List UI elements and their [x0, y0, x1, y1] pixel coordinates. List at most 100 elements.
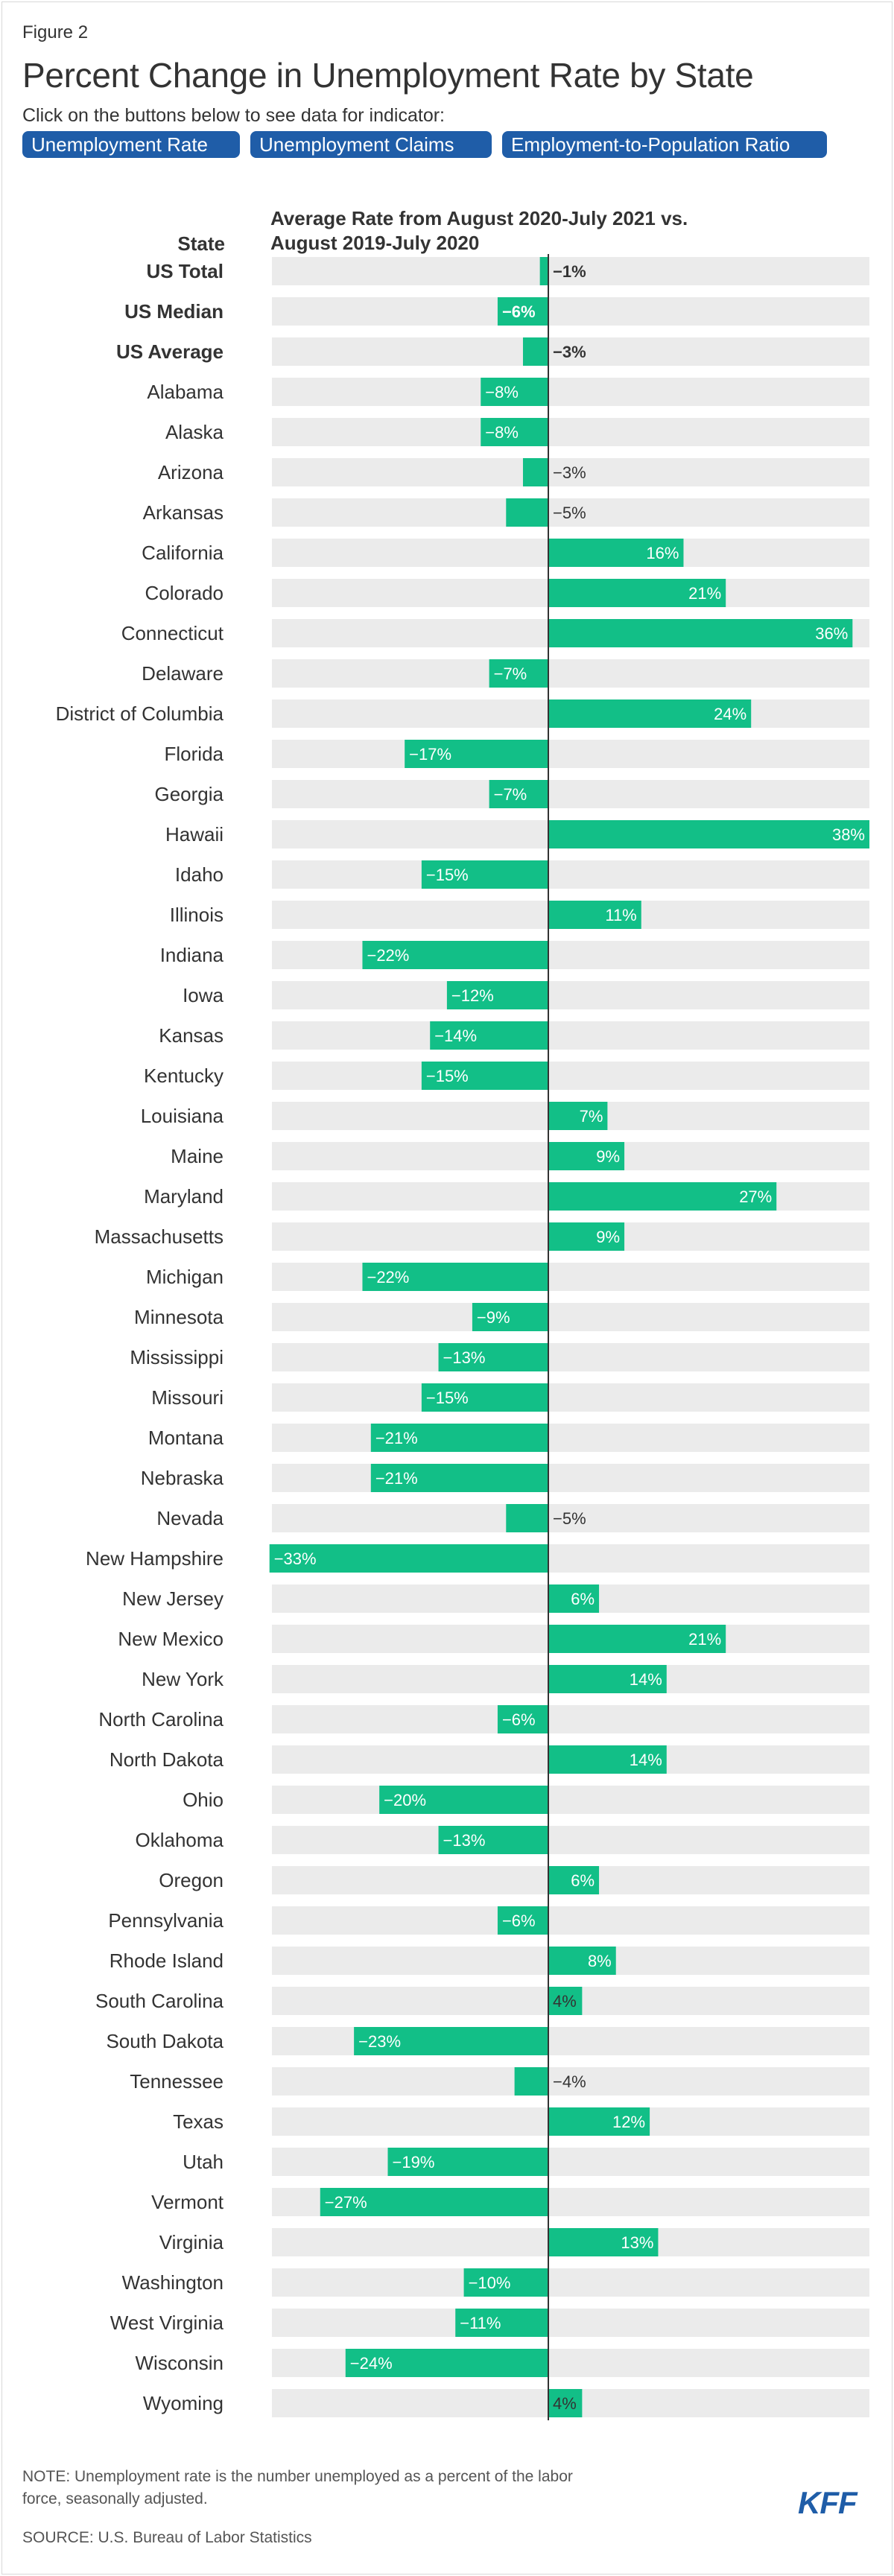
bar	[446, 981, 548, 1009]
bar	[548, 1142, 625, 1170]
bar	[472, 1303, 548, 1331]
employment-population-ratio-button[interactable]: Employment-to-Population Ratio	[502, 131, 827, 158]
instruction-text: Click on the buttons below to see data f…	[22, 105, 445, 126]
bar	[354, 2027, 548, 2055]
unemployment-claims-button[interactable]: Unemployment Claims	[250, 131, 492, 158]
value-label: −12%	[451, 986, 494, 1005]
bar	[387, 2148, 548, 2176]
bar	[548, 1102, 608, 1130]
bar-track	[272, 1343, 869, 1371]
value-label: 4%	[553, 1992, 577, 2011]
value-label: 38%	[832, 825, 865, 844]
value-label: −33%	[274, 1549, 317, 1568]
bar	[548, 1866, 600, 1894]
bar	[548, 1182, 777, 1211]
state-label: Ohio	[183, 1789, 224, 1811]
state-label: North Dakota	[110, 1748, 224, 1771]
bar	[497, 1906, 548, 1935]
bar-track	[272, 1303, 869, 1331]
bar-track	[272, 1826, 869, 1854]
value-label: −7%	[494, 785, 527, 804]
unemployment-rate-button[interactable]: Unemployment Rate	[22, 131, 240, 158]
state-label: Oregon	[159, 1869, 224, 1891]
state-label: West Virginia	[110, 2312, 224, 2334]
value-label: 21%	[688, 584, 721, 603]
value-label: 8%	[588, 1952, 612, 1970]
value-label: −27%	[325, 2193, 367, 2212]
state-label: Florida	[165, 743, 224, 765]
value-label: −3%	[553, 463, 586, 482]
state-label: Idaho	[175, 863, 224, 886]
bar-track	[272, 1786, 869, 1814]
bar-track	[272, 659, 869, 688]
bar	[362, 1263, 548, 1291]
state-label: Michigan	[146, 1266, 224, 1288]
bar	[421, 1383, 548, 1412]
state-label: Kansas	[159, 1024, 224, 1047]
value-label: 7%	[580, 1107, 603, 1126]
chart-title: Percent Change in Unemployment Rate by S…	[22, 56, 754, 95]
kff-logo: KFF	[798, 2485, 857, 2520]
bar-track	[272, 2148, 869, 2176]
value-label: −13%	[443, 1348, 486, 1367]
bar-track	[272, 780, 869, 808]
bar	[489, 780, 548, 808]
state-label: South Carolina	[95, 1990, 224, 2012]
bar-track	[272, 1464, 869, 1492]
state-label: Washington	[122, 2271, 224, 2294]
value-label: 6%	[571, 1590, 595, 1608]
bar	[506, 498, 548, 527]
value-label: 21%	[688, 1630, 721, 1649]
state-label: Colorado	[145, 582, 224, 604]
bar	[481, 378, 548, 406]
value-label: 36%	[815, 624, 848, 643]
value-label: −15%	[426, 1389, 469, 1407]
state-label: Arizona	[158, 461, 224, 483]
bar	[548, 699, 752, 728]
bar	[548, 1625, 726, 1653]
bar	[345, 2349, 548, 2377]
state-label: Tennessee	[130, 2070, 224, 2093]
bar-track	[272, 1021, 869, 1050]
bar-track	[272, 2268, 869, 2297]
state-label: Maine	[171, 1145, 224, 1167]
value-label: 13%	[621, 2233, 653, 2252]
bar	[548, 1222, 625, 1251]
bar	[548, 1665, 667, 1693]
bar-track	[272, 860, 869, 889]
bar	[548, 1584, 600, 1613]
value-label: −8%	[485, 383, 519, 402]
bar	[269, 1544, 548, 1573]
value-label: −7%	[494, 664, 527, 683]
state-label: Virginia	[159, 2231, 224, 2253]
bar-track	[272, 498, 869, 527]
state-label: North Carolina	[98, 1708, 224, 1730]
state-label: New Hampshire	[86, 1547, 224, 1570]
state-label: Kentucky	[144, 1065, 224, 1087]
state-label: Nebraska	[141, 1467, 224, 1489]
state-label: California	[142, 542, 224, 564]
bar-track	[272, 1424, 869, 1452]
bar-track	[272, 337, 869, 366]
value-label: 16%	[646, 544, 679, 562]
bar	[522, 337, 548, 366]
value-label: −20%	[384, 1791, 426, 1809]
bar	[548, 1947, 616, 1975]
state-column-header: State	[177, 232, 225, 255]
bar-track	[272, 297, 869, 326]
state-label: Missouri	[151, 1386, 224, 1409]
figure-label: Figure 2	[22, 22, 89, 42]
state-label: New York	[142, 1668, 224, 1690]
state-label: Indiana	[160, 944, 224, 966]
state-label: Massachusetts	[95, 1225, 224, 1248]
state-label: Arkansas	[143, 501, 224, 524]
bar	[421, 860, 548, 889]
rate-column-header: Average Rate from August 2020-July 2021 …	[270, 206, 792, 256]
bar	[320, 2188, 548, 2216]
bar	[548, 539, 684, 567]
rate-header-line-2: August 2019-July 2020	[270, 232, 480, 254]
value-label: 12%	[612, 2113, 645, 2131]
bar	[455, 2309, 548, 2337]
state-label: US Total	[146, 260, 224, 282]
value-label: 14%	[630, 1670, 662, 1689]
